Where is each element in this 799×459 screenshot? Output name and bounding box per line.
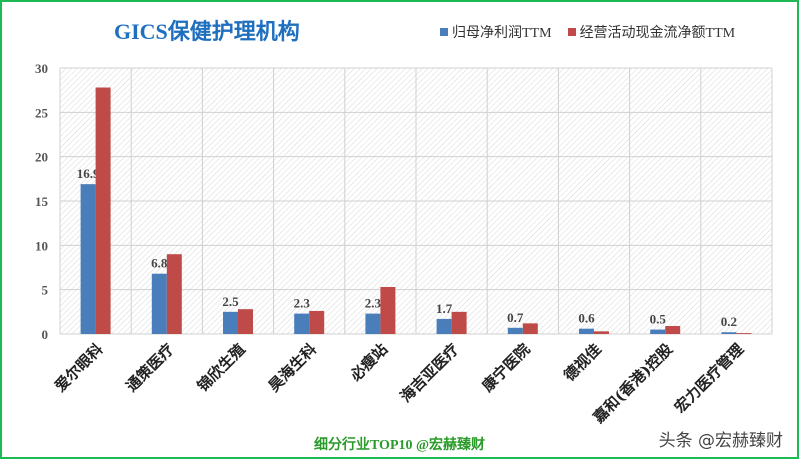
data-label: 0.5 [650, 312, 667, 327]
bar-net-profit [294, 313, 310, 334]
data-label: 16.9 [77, 166, 100, 181]
bar-cashflow [451, 311, 467, 334]
bar-net-profit [721, 332, 737, 334]
x-tick-label: 通策医疗 [122, 340, 177, 395]
legend-swatch [567, 28, 576, 36]
data-label: 2.5 [222, 294, 239, 309]
y-tick-label: 15 [35, 194, 49, 209]
bar-cashflow [238, 309, 253, 334]
x-tick-label: 昊海生科 [265, 340, 320, 395]
y-tick-label: 10 [35, 238, 48, 253]
footer-text: 细分行业TOP10 @宏赫臻财 [313, 438, 486, 453]
bar-cashflow [95, 87, 111, 334]
data-label: 0.7 [507, 310, 524, 325]
bar-cashflow [522, 323, 538, 334]
x-tick-label: 必瘦站 [346, 340, 391, 385]
bar-cashflow [166, 254, 182, 334]
bar-cashflow [309, 310, 325, 334]
y-tick-label: 30 [35, 61, 48, 76]
x-tick-label: 海吉亚医疗 [397, 340, 463, 406]
bar-cashflow [736, 333, 752, 334]
x-tick-label: 康宁医院 [478, 340, 533, 395]
data-label: 0.6 [578, 311, 595, 326]
legend-label: 经营活动现金流净额TTM [579, 26, 736, 41]
x-tick-label: 锦欣生殖 [194, 340, 249, 395]
y-tick-label: 5 [42, 283, 49, 298]
legend-item-cashflow: 经营活动现金流净额TTM [567, 22, 736, 42]
bar-net-profit [223, 311, 238, 334]
data-label: 1.7 [436, 301, 453, 316]
data-label: 2.3 [294, 296, 311, 311]
bar-cashflow [665, 326, 681, 334]
x-tick-label: 爱尔眼科 [51, 340, 106, 395]
bar-cashflow [380, 287, 396, 334]
y-tick-label: 0 [42, 327, 49, 342]
bar-cashflow [594, 331, 609, 334]
legend-swatch [440, 28, 448, 36]
bar-net-profit [80, 184, 96, 334]
bar-net-profit [151, 273, 167, 334]
watermark: 头条 @宏赫臻财 [658, 431, 783, 451]
bar-chart: 0 5 10 15 20 25 30 16.9 爱尔眼科 6.8 通策医疗 2.5 锦欣生殖 2.3 昊海生… [35, 61, 773, 427]
legend: 归母净利润TTM 经营活动现金流净额TTM [440, 22, 735, 42]
data-label: 0.2 [721, 314, 737, 329]
legend-item-net-profit: 归母净利润TTM [440, 22, 552, 42]
chart-title: GICS保健护理机构 [114, 19, 300, 44]
bar-net-profit [579, 328, 594, 334]
legend-label: 归母净利润TTM [452, 26, 552, 41]
bar-net-profit [365, 313, 381, 334]
data-label: 2.3 [365, 296, 382, 311]
bar-net-profit [650, 329, 666, 334]
bar-net-profit [507, 327, 523, 334]
x-tick-label: 宏力医疗管理 [671, 340, 747, 416]
y-tick-label: 25 [35, 105, 49, 120]
y-tick-label: 20 [35, 150, 48, 165]
x-tick-label: 德视佳 [560, 340, 605, 385]
data-label: 6.8 [151, 256, 168, 271]
bar-net-profit [436, 318, 452, 334]
